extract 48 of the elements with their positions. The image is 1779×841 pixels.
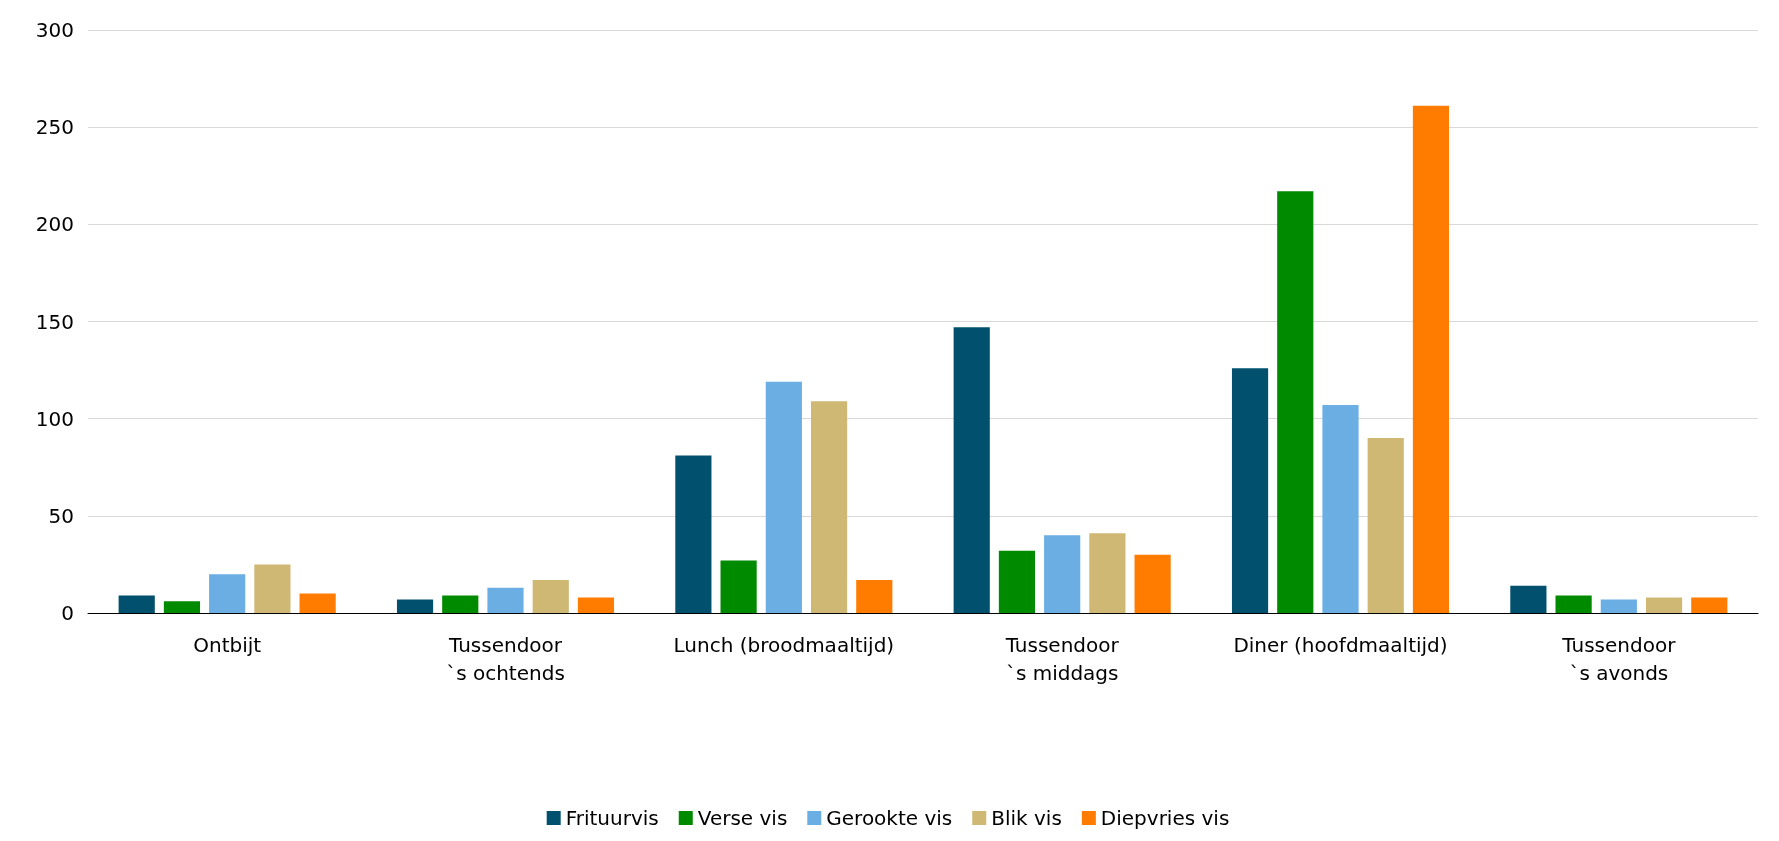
bar (1600, 599, 1637, 613)
bar (487, 587, 524, 613)
bar (1134, 554, 1171, 613)
bar (1691, 597, 1728, 613)
y-tick-label: 100 (35, 406, 74, 431)
legend-label: Blik vis (991, 806, 1062, 830)
bar (163, 601, 201, 613)
bar (209, 574, 246, 613)
x-tick-label: Tussendoor `s ochtends (446, 633, 565, 685)
bar (765, 381, 802, 613)
legend-label: Gerookte vis (826, 806, 953, 830)
bar (1510, 585, 1547, 613)
x-tick-label: Lunch (broodmaaltijd) (673, 633, 895, 657)
bar (1645, 597, 1683, 613)
legend-label: Verse vis (697, 806, 788, 830)
bar (856, 579, 893, 613)
x-tick-label: Ontbijt (193, 633, 262, 657)
bar (299, 593, 336, 613)
bar (953, 327, 990, 613)
bar (1277, 191, 1314, 613)
bar (1322, 405, 1359, 613)
bar (118, 595, 155, 613)
bar (675, 455, 712, 613)
y-tick-label: 0 (61, 601, 74, 625)
bar (532, 579, 569, 613)
bar (720, 560, 757, 613)
bar (254, 564, 291, 613)
bar (1412, 105, 1450, 613)
bar (1044, 535, 1081, 613)
x-tick-label: Diner (hoofdmaaltijd) (1233, 633, 1448, 657)
y-tick-label: 150 (35, 309, 74, 334)
bar (1555, 595, 1592, 613)
bar (1367, 438, 1404, 613)
x-tick-label: Tussendoor `s middags (1004, 633, 1120, 685)
bar (577, 597, 615, 613)
y-tick-label: 300 (35, 18, 74, 42)
bar (998, 550, 1036, 613)
x-tick-label: Tussendoor `s avonds (1561, 633, 1677, 685)
bar (442, 595, 479, 613)
legend-label: Diepvries vis (1100, 806, 1230, 830)
bar (1231, 368, 1269, 613)
y-tick-label: 250 (35, 115, 74, 140)
y-tick-label: 200 (35, 212, 74, 237)
legend-label: Frituurvis (565, 806, 659, 830)
bar (810, 401, 848, 613)
y-tick-label: 50 (48, 503, 74, 528)
bar (396, 599, 434, 613)
bar (1089, 533, 1126, 613)
